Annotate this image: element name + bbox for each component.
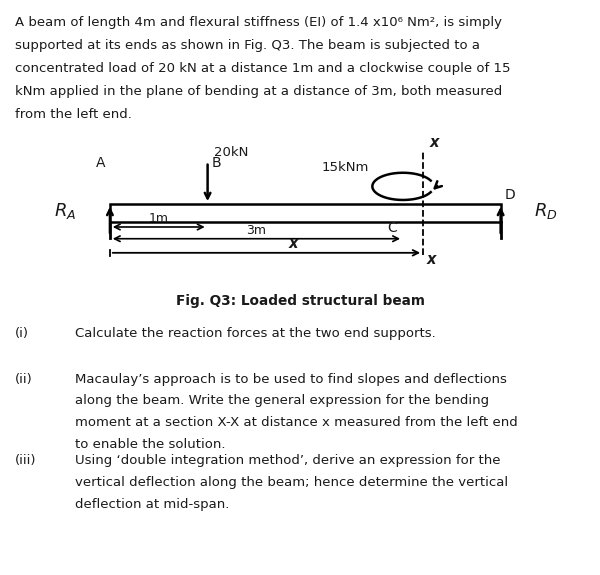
Text: x: x [288, 236, 298, 251]
Text: $R_D$: $R_D$ [534, 201, 557, 221]
Bar [110, 204, 500, 222]
Text: along the beam. Write the general expression for the bending: along the beam. Write the general expres… [75, 394, 489, 408]
Text: to enable the solution.: to enable the solution. [75, 438, 226, 451]
Text: Using ‘double integration method’, derive an expression for the: Using ‘double integration method’, deriv… [75, 454, 500, 467]
Text: D: D [505, 188, 515, 202]
Text: 15kNm: 15kNm [321, 161, 368, 174]
Text: B: B [212, 156, 221, 170]
Text: (ii): (ii) [15, 373, 33, 386]
Text: 3m: 3m [247, 224, 266, 237]
Text: moment at a section X-X at distance x measured from the left end: moment at a section X-X at distance x me… [75, 416, 518, 430]
Text: concentrated load of 20 kN at a distance 1m and a clockwise couple of 15: concentrated load of 20 kN at a distance… [15, 62, 511, 75]
Text: supported at its ends as shown in Fig. Q3. The beam is subjected to a: supported at its ends as shown in Fig. Q… [15, 39, 480, 52]
Text: x: x [426, 252, 436, 267]
Text: (i): (i) [15, 327, 29, 340]
Text: deflection at mid-span.: deflection at mid-span. [75, 498, 229, 511]
Text: Macaulay’s approach is to be used to find slopes and deflections: Macaulay’s approach is to be used to fin… [75, 373, 507, 386]
Text: Calculate the reaction forces at the two end supports.: Calculate the reaction forces at the two… [75, 327, 436, 340]
Text: A beam of length 4m and flexural stiffness (EI) of 1.4 x10⁶ Nm², is simply: A beam of length 4m and flexural stiffne… [15, 16, 502, 29]
Text: kNm applied in the plane of bending at a distance of 3m, both measured: kNm applied in the plane of bending at a… [15, 85, 502, 98]
Text: Fig. Q3: Loaded structural beam: Fig. Q3: Loaded structural beam [176, 294, 425, 308]
Text: vertical deflection along the beam; hence determine the vertical: vertical deflection along the beam; henc… [75, 476, 508, 489]
Text: (iii): (iii) [15, 454, 37, 467]
Text: A: A [96, 156, 106, 170]
Text: C: C [387, 221, 397, 235]
Text: 20kN: 20kN [214, 146, 248, 159]
Text: x: x [430, 136, 439, 151]
Text: from the left end.: from the left end. [15, 108, 132, 121]
Text: 1m: 1m [149, 212, 169, 225]
Text: $R_A$: $R_A$ [54, 201, 76, 221]
